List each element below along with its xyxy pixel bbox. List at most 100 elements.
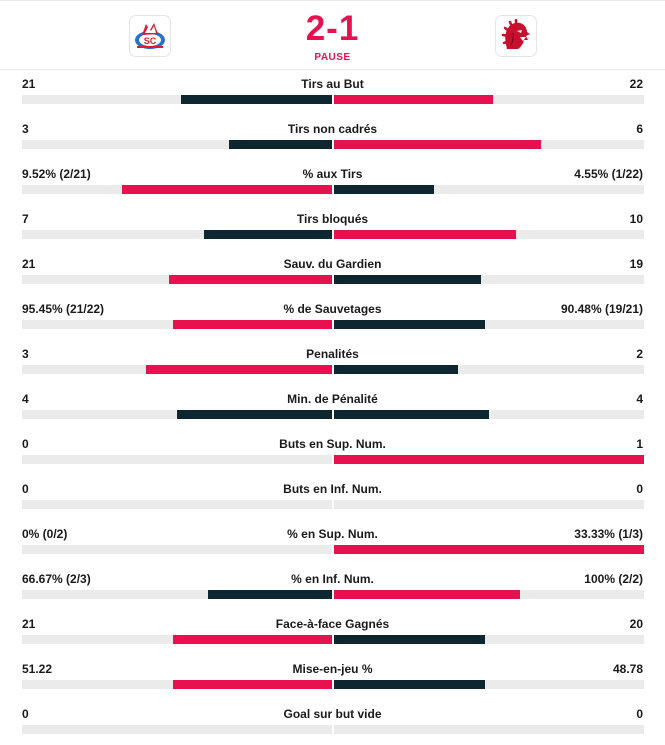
stat-label: % en Inf. Num. <box>291 572 374 586</box>
stat-away-bar <box>334 140 541 149</box>
stat-away-value: 20 <box>629 617 643 631</box>
stat-home-value: 0% (0/2) <box>22 527 68 541</box>
stat-away-bar <box>334 95 493 104</box>
stat-away-value: 19 <box>629 257 643 271</box>
stat-away-value: 0 <box>636 707 643 721</box>
stat-label: Sauv. du Gardien <box>283 257 382 271</box>
stat-home-track <box>22 365 332 374</box>
stat-home-value: 4 <box>22 392 29 406</box>
stat-away-track <box>334 725 644 734</box>
stat-row: 51.22 Mise-en-jeu % 48.78 <box>0 655 665 700</box>
stat-away-bar <box>334 185 435 194</box>
stat-bars <box>22 140 644 149</box>
stat-home-value: 21 <box>22 77 36 91</box>
stat-home-track <box>22 500 332 509</box>
stat-home-bar <box>169 275 332 284</box>
stat-away-track <box>334 185 644 194</box>
stat-away-value: 6 <box>636 122 643 136</box>
stat-away-track <box>334 680 644 689</box>
stat-home-track <box>22 185 332 194</box>
stat-home-bar <box>204 230 332 239</box>
stat-home-value: 7 <box>22 212 29 226</box>
stat-home-track <box>22 455 332 464</box>
stat-home-value: 0 <box>22 707 29 721</box>
stat-row: 7 Tirs bloqués 10 <box>0 205 665 250</box>
match-score: 2-1 <box>305 9 360 48</box>
stat-label: Min. de Pénalité <box>287 392 378 406</box>
stat-bars <box>22 95 644 104</box>
stat-home-track <box>22 275 332 284</box>
stat-row: 3 Penalités 2 <box>0 340 665 385</box>
stat-row: 4 Min. de Pénalité 4 <box>0 385 665 430</box>
stat-label: Goal sur but vide <box>283 707 382 721</box>
match-status: PAUSE <box>314 52 351 63</box>
stat-bars <box>22 185 644 194</box>
stat-home-value: 21 <box>22 617 36 631</box>
stat-away-track <box>334 410 644 419</box>
stat-away-track <box>334 455 644 464</box>
stat-away-value: 4 <box>636 392 643 406</box>
stat-away-value: 10 <box>629 212 643 226</box>
stat-home-bar <box>173 680 332 689</box>
stat-values: 4 Min. de Pénalité 4 <box>22 391 643 407</box>
stat-home-value: 95.45% (21/22) <box>22 302 105 316</box>
stat-bars <box>22 725 644 734</box>
stat-away-track <box>334 500 644 509</box>
stat-away-bar <box>334 635 486 644</box>
away-team-logo[interactable] <box>495 15 537 57</box>
stat-home-bar <box>172 320 332 329</box>
stat-away-value: 4.55% (1/22) <box>574 167 643 181</box>
stat-row: 0 Goal sur but vide 0 <box>0 700 665 745</box>
stat-bars <box>22 635 644 644</box>
stat-away-bar <box>334 365 458 374</box>
stat-home-track <box>22 680 332 689</box>
stat-away-value: 0 <box>636 482 643 496</box>
stat-home-value: 9.52% (2/21) <box>22 167 91 181</box>
stat-label: Face-à-face Gagnés <box>275 617 390 631</box>
stat-row: 21 Face-à-face Gagnés 20 <box>0 610 665 655</box>
stat-away-value: 22 <box>629 77 643 91</box>
stat-values: 3 Penalités 2 <box>22 346 643 362</box>
stat-home-track <box>22 410 332 419</box>
stat-row: 0 Buts en Inf. Num. 0 <box>0 475 665 520</box>
stat-away-bar <box>334 320 485 329</box>
stat-home-track <box>22 590 332 599</box>
stat-away-value: 33.33% (1/3) <box>574 527 643 541</box>
stat-values: 0% (0/2) % en Sup. Num. 33.33% (1/3) <box>22 526 643 542</box>
stat-values: 21 Face-à-face Gagnés 20 <box>22 616 643 632</box>
stat-values: 0 Buts en Sup. Num. 1 <box>22 436 643 452</box>
stats-list: 21 Tirs au But 22 3 Tirs non cadrés 6 9.52% (2… <box>0 70 665 745</box>
stat-bars <box>22 230 644 239</box>
stat-away-track <box>334 545 644 554</box>
stat-bars <box>22 365 644 374</box>
stat-away-bar <box>334 410 489 419</box>
stat-home-value: 66.67% (2/3) <box>22 572 91 586</box>
stat-bars <box>22 500 644 509</box>
home-team-logo[interactable]: SC <box>129 15 171 57</box>
stat-values: 3 Tirs non cadrés 6 <box>22 121 643 137</box>
stat-home-value: 51.22 <box>22 662 53 676</box>
stat-row: 0% (0/2) % en Sup. Num. 33.33% (1/3) <box>0 520 665 565</box>
stat-home-bar <box>146 365 332 374</box>
stat-home-value: 3 <box>22 122 29 136</box>
stat-values: 0 Goal sur but vide 0 <box>22 706 643 722</box>
lausanne-lion-logo-icon <box>501 19 530 49</box>
match-header: SC 2-1 PAUSE <box>0 0 665 70</box>
stat-home-track <box>22 725 332 734</box>
zsc-lions-logo-icon: SC <box>135 23 165 49</box>
stat-label: Tirs bloqués <box>296 212 369 226</box>
stat-home-bar <box>177 410 332 419</box>
stat-values: 9.52% (2/21) % aux Tirs 4.55% (1/22) <box>22 166 643 182</box>
stat-away-track <box>334 635 644 644</box>
stat-away-bar <box>334 230 517 239</box>
stat-values: 21 Tirs au But 22 <box>22 76 643 92</box>
stat-home-bar <box>122 185 332 194</box>
stat-home-track <box>22 635 332 644</box>
stat-away-bar <box>334 590 520 599</box>
stat-values: 51.22 Mise-en-jeu % 48.78 <box>22 661 643 677</box>
stat-home-track <box>22 320 332 329</box>
stat-home-track <box>22 95 332 104</box>
stat-row: 9.52% (2/21) % aux Tirs 4.55% (1/22) <box>0 160 665 205</box>
stat-home-value: 3 <box>22 347 29 361</box>
stat-values: 66.67% (2/3) % en Inf. Num. 100% (2/2) <box>22 571 643 587</box>
